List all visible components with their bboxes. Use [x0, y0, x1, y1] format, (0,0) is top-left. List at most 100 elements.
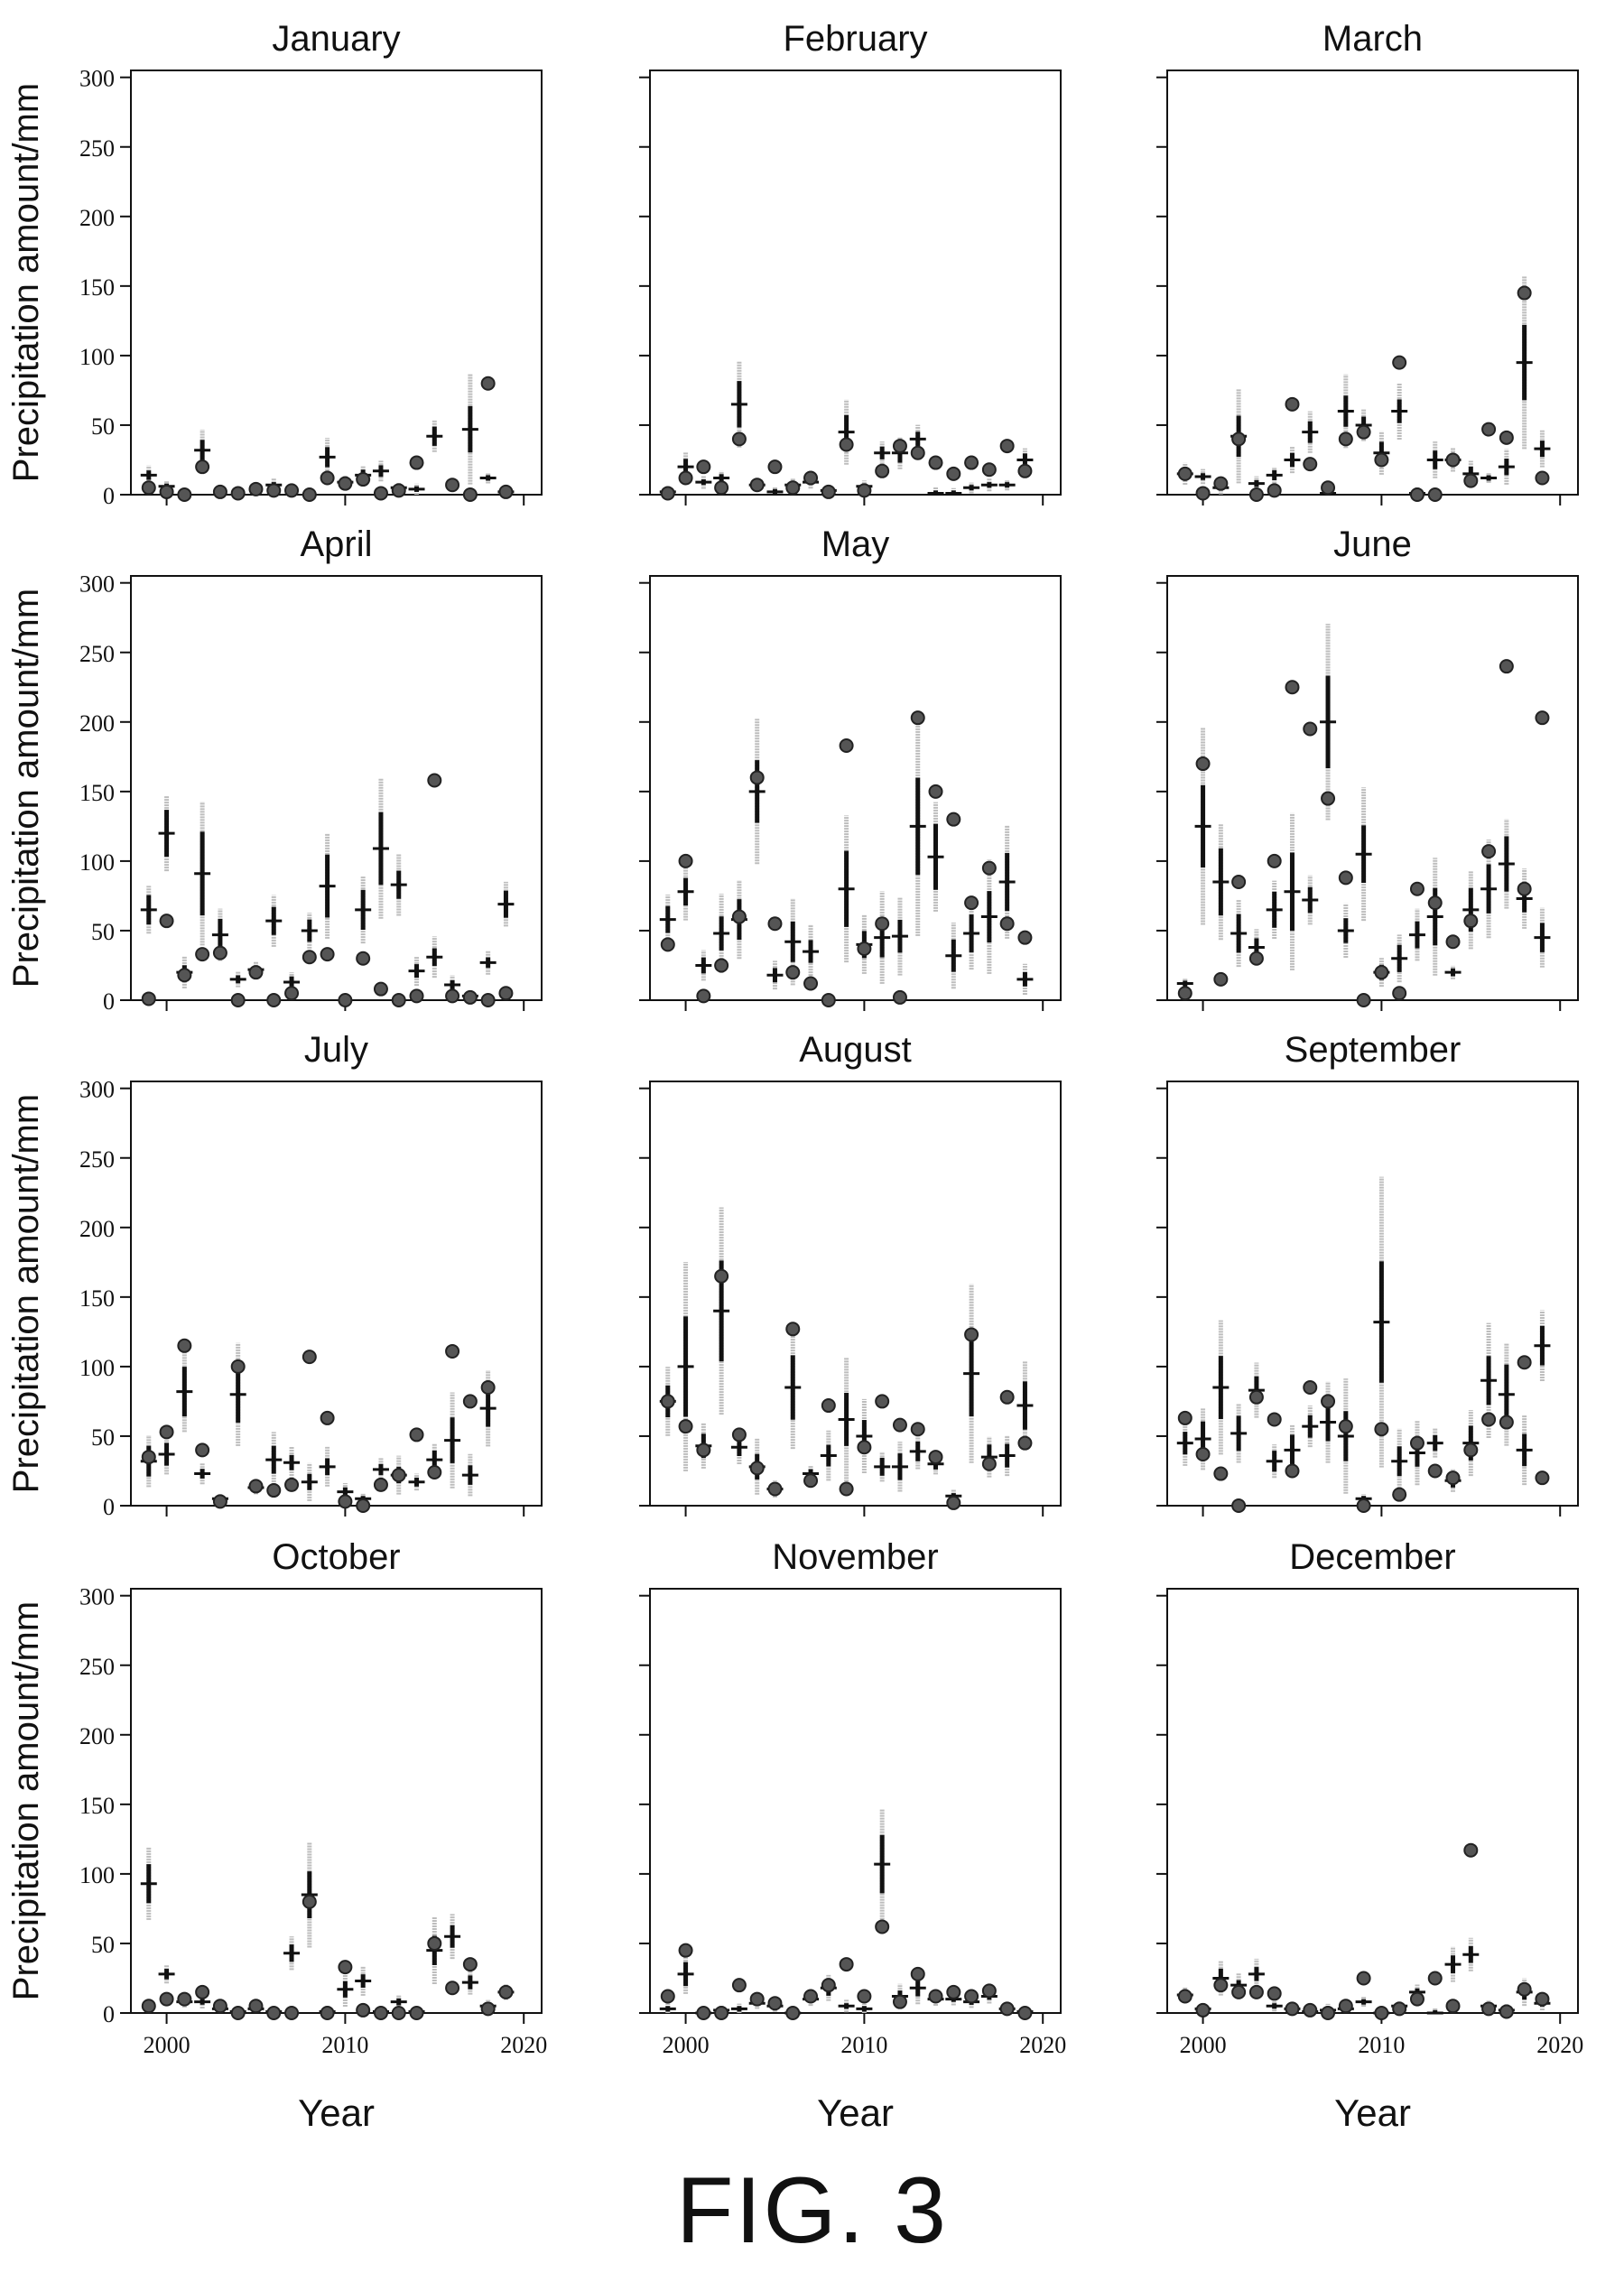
observed-point	[1248, 1984, 1264, 1999]
observed-point	[928, 1989, 943, 2004]
observed-point	[266, 483, 282, 498]
observed-point	[696, 988, 711, 1004]
observed-point	[356, 2002, 371, 2018]
observed-point	[373, 2006, 388, 2020]
observed-point	[1213, 476, 1229, 491]
observed-point	[1303, 721, 1318, 737]
observed-point	[803, 470, 819, 486]
observed-point	[1374, 965, 1389, 980]
observed-point	[141, 480, 156, 496]
observed-point	[1463, 1842, 1479, 1858]
panel-frame	[649, 1588, 1062, 2014]
x-tick-label: 2020	[500, 2032, 547, 2058]
observed-point	[981, 1983, 997, 1999]
observed-point	[892, 989, 907, 1005]
observed-point	[821, 484, 836, 499]
observed-point	[177, 1338, 192, 1353]
observed-point	[373, 981, 388, 997]
observed-point	[892, 1417, 907, 1433]
observed-point	[749, 478, 765, 493]
observed-point	[1499, 1415, 1514, 1430]
observed-point	[1177, 466, 1192, 481]
y-tick-label: 300	[79, 1077, 115, 1103]
observed-point	[1303, 1380, 1318, 1396]
observed-point	[1231, 875, 1247, 890]
observed-point	[1321, 791, 1336, 806]
observed-point	[910, 1966, 925, 1981]
observed-point	[212, 945, 227, 960]
observed-point	[1285, 396, 1300, 412]
observed-point	[1321, 1394, 1336, 1409]
observed-point	[1427, 1463, 1443, 1479]
observed-point	[1338, 1419, 1353, 1434]
observed-point	[803, 1473, 819, 1489]
observed-point	[767, 1481, 783, 1497]
observed-point	[1267, 1412, 1282, 1427]
x-axis-label: Year	[298, 2092, 375, 2134]
observed-point	[1445, 934, 1461, 950]
observed-point	[999, 2001, 1015, 2017]
observed-point	[391, 993, 406, 1007]
x-tick-label: 2010	[840, 2032, 887, 2058]
observed-point	[1463, 473, 1479, 488]
observed-point	[480, 1380, 496, 1396]
observed-point	[1285, 680, 1300, 695]
observed-point	[248, 481, 264, 496]
panel-title: May	[821, 524, 890, 564]
observed-point	[266, 1483, 282, 1498]
observed-point	[946, 1984, 961, 1999]
panel-frame	[1166, 70, 1579, 496]
panel-title: February	[783, 19, 927, 59]
observed-point	[928, 455, 943, 470]
observed-point	[1499, 430, 1514, 445]
observed-point	[284, 986, 300, 1001]
observed-point	[177, 1991, 192, 2007]
observed-point	[1213, 1978, 1229, 1993]
observed-point	[981, 462, 997, 478]
observed-point	[195, 1984, 210, 1999]
observed-point	[159, 484, 174, 499]
observed-point	[1338, 870, 1353, 886]
observed-point	[212, 1999, 227, 2014]
observed-point	[875, 916, 890, 932]
observed-point	[1481, 422, 1497, 437]
observed-point	[356, 951, 371, 966]
observed-point	[302, 487, 317, 502]
observed-point	[946, 1495, 961, 1510]
observed-point	[714, 958, 729, 973]
observed-point	[409, 455, 424, 470]
observed-point	[1445, 1999, 1461, 2014]
observed-point	[462, 989, 478, 1005]
observed-point	[427, 773, 442, 788]
observed-point	[1481, 2001, 1497, 2017]
observed-point	[660, 1989, 675, 2004]
panel-frame	[649, 70, 1062, 496]
observed-point	[767, 1996, 783, 2011]
panel-title: August	[799, 1030, 912, 1070]
observed-point	[1285, 2001, 1300, 2017]
y-tick-label: 200	[79, 710, 115, 737]
x-tick-label: 2000	[144, 2032, 190, 2058]
observed-point	[1303, 2002, 1318, 2018]
observed-point	[964, 895, 979, 911]
observed-point	[1409, 1435, 1424, 1451]
observed-point	[212, 1494, 227, 1509]
observed-point	[445, 988, 460, 1004]
observed-point	[678, 1419, 693, 1434]
observed-point	[409, 988, 424, 1004]
observed-point	[373, 1477, 388, 1492]
observed-point	[338, 993, 353, 1007]
observed-point	[409, 1427, 424, 1442]
observed-point	[230, 486, 246, 501]
observed-point	[785, 965, 801, 980]
observed-point	[195, 1442, 210, 1458]
observed-point	[427, 1935, 442, 1951]
observed-point	[230, 1359, 246, 1374]
observed-point	[320, 2006, 335, 2020]
observed-point	[1213, 971, 1229, 987]
y-tick-label: 0	[103, 2001, 115, 2027]
y-tick-label: 300	[79, 66, 115, 92]
observed-point	[1499, 659, 1514, 674]
observed-point	[498, 484, 514, 499]
